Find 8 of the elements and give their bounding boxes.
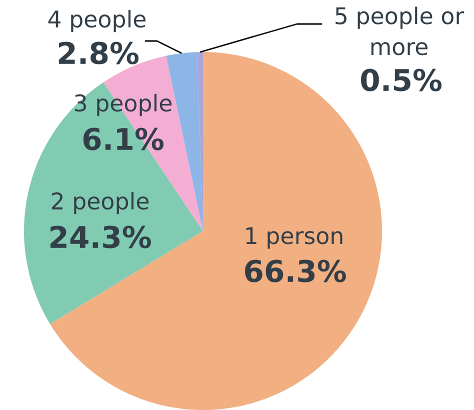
data-label: 0.5% bbox=[360, 68, 442, 92]
data-label: 2.8% bbox=[58, 42, 139, 64]
data-label: 66.3% bbox=[245, 260, 346, 282]
slice-label: 1 person bbox=[246, 227, 342, 249]
slice-label: 2 people bbox=[52, 192, 149, 214]
slice-label: 4 people bbox=[48, 10, 146, 32]
data-label: 24.3% bbox=[50, 226, 151, 248]
slice-label: 5 people or more bbox=[336, 6, 464, 56]
